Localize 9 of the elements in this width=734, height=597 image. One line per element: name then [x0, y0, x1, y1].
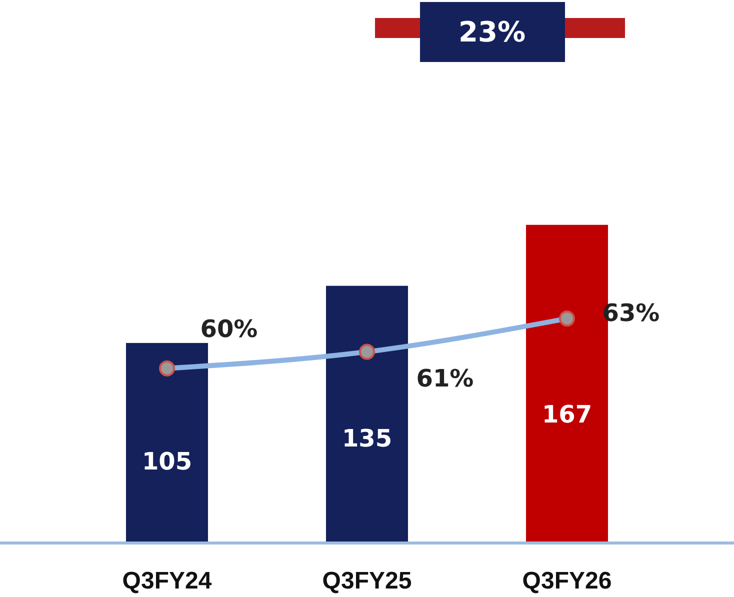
data-label: 105 — [142, 448, 192, 476]
data-label: 61% — [416, 364, 474, 392]
x-tick-label: Q3FY25 — [322, 567, 412, 594]
data-label: 167 — [542, 400, 592, 428]
text: 23% — [458, 16, 526, 49]
x-tick-label: Q3FY24 — [122, 567, 212, 594]
data-label: 60% — [200, 314, 258, 343]
x-tick-label: Q3FY26 — [522, 567, 612, 594]
data-label: 135 — [342, 424, 392, 453]
